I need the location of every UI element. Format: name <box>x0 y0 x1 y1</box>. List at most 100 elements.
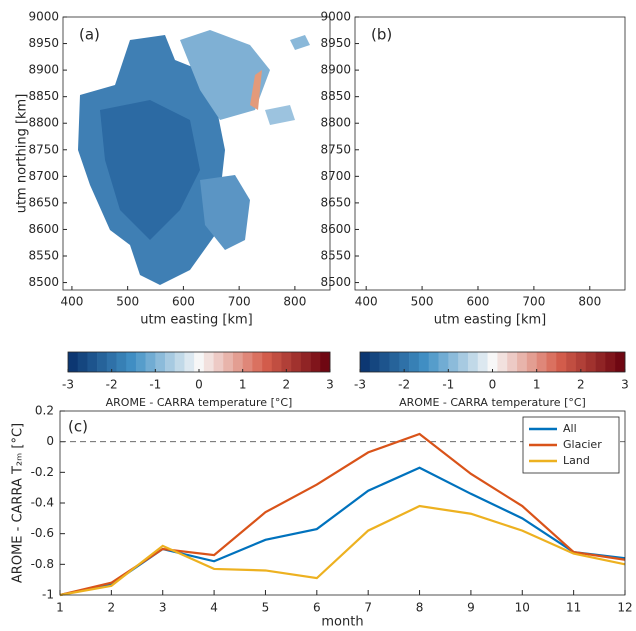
colorbar-swatch <box>409 352 420 372</box>
colorbar-swatch <box>566 352 577 372</box>
axes-frame <box>62 16 331 291</box>
map-a-land <box>78 30 310 285</box>
y-tick-label: 8700 <box>28 169 59 183</box>
y-tick-label: 8600 <box>320 222 351 236</box>
colorbar-swatch <box>291 352 302 372</box>
x-tick-label: 800 <box>283 295 306 309</box>
y-tick-label: 8700 <box>320 169 351 183</box>
colorbar-swatch <box>203 352 214 372</box>
legend-label: Glacier <box>563 438 602 451</box>
y-tick-label: 8650 <box>28 195 59 209</box>
colorbar-tick-label: -1 <box>149 378 161 392</box>
y-tick-label: 8900 <box>28 63 59 77</box>
colorbar-tick-label: 3 <box>326 378 334 392</box>
x-tick-label: 600 <box>172 295 195 309</box>
colorbar-swatch <box>438 352 449 372</box>
colorbar-swatch <box>467 352 479 372</box>
y-tick-label: 8750 <box>28 142 59 156</box>
colorbar-swatch <box>477 352 488 372</box>
colorbar-swatch <box>68 352 79 372</box>
axes-frame <box>354 16 626 291</box>
y-tick-label: 8750 <box>320 142 351 156</box>
colorbar-swatch <box>232 352 243 372</box>
x-tick-label: 8 <box>416 601 424 615</box>
y-tick-label: 8850 <box>28 89 59 103</box>
colorbar-swatch <box>399 352 410 372</box>
y-tick-label: 9000 <box>28 10 59 24</box>
colorbar-tick-label: 0 <box>195 378 203 392</box>
x-tick-label: 700 <box>228 295 251 309</box>
y-axis-label: utm northing [km] <box>15 94 30 214</box>
colorbar-swatch <box>87 352 98 372</box>
x-tick-label: 400 <box>355 295 378 309</box>
colorbar-swatch <box>487 352 498 372</box>
x-tick-label: 4 <box>210 601 218 615</box>
colorbar-swatch <box>507 352 518 372</box>
x-tick-label: 600 <box>467 295 490 309</box>
x-tick-label: 500 <box>116 295 139 309</box>
colorbar-tick-label: 2 <box>577 378 585 392</box>
legend-label: All <box>563 422 577 435</box>
colorbar-swatch <box>536 352 547 372</box>
colorbar-label: AROME - CARRA temperature [°C] <box>106 396 293 409</box>
panel-label: (b) <box>371 26 392 44</box>
colorbar-swatch <box>379 352 390 372</box>
x-axis-label: month <box>321 615 363 628</box>
panel-label: (c) <box>68 418 88 436</box>
y-tick-label: -0.4 <box>31 496 54 510</box>
colorbar-tick-label: 3 <box>621 378 629 392</box>
y-tick-label: 8950 <box>28 36 59 50</box>
x-tick-label: 9 <box>467 601 475 615</box>
colorbar-swatch <box>155 352 166 372</box>
y-tick-label: 8500 <box>28 275 59 289</box>
y-tick-label: -1 <box>42 588 54 602</box>
colorbar-tick-label: 1 <box>239 378 247 392</box>
colorbar-swatch <box>605 352 616 372</box>
y-tick-label: 8550 <box>320 249 351 263</box>
colorbar-swatch <box>448 352 459 372</box>
colorbar-tick-label: 0 <box>489 378 497 392</box>
x-tick-label: 800 <box>578 295 601 309</box>
y-tick-label: 8800 <box>320 116 351 130</box>
x-tick-label: 1 <box>56 601 64 615</box>
y-tick-label: -0.8 <box>31 557 54 571</box>
colorbar-swatch <box>174 352 185 372</box>
y-tick-label: 8550 <box>28 249 59 263</box>
colorbar-tick-label: -2 <box>106 378 118 392</box>
x-tick-label: 400 <box>60 295 83 309</box>
colorbar-tick-label: -2 <box>398 378 410 392</box>
y-tick-label: 8850 <box>320 89 351 103</box>
colorbar-tick-label: 2 <box>283 378 291 392</box>
x-tick-label: 12 <box>617 601 632 615</box>
colorbar-swatch <box>262 352 273 372</box>
series-line <box>59 466 626 597</box>
colorbar-swatch <box>595 352 606 372</box>
y-tick-label: 8900 <box>320 63 351 77</box>
y-axis-label: AROME - CARRA T₂ₘ [°C] <box>11 423 26 583</box>
y-tick-label: 8500 <box>320 275 351 289</box>
colorbar-swatch <box>281 352 292 372</box>
colorbar-swatch <box>360 352 371 372</box>
colorbar-swatch <box>369 352 380 372</box>
x-axis-label: utm easting [km] <box>434 313 547 328</box>
colorbar-swatch <box>145 352 156 372</box>
series-line <box>59 432 626 597</box>
colorbar-tick-label: -3 <box>354 378 366 392</box>
colorbar-tick-label: -1 <box>442 378 454 392</box>
colorbar-swatch <box>615 352 626 372</box>
x-tick-label: 700 <box>522 295 545 309</box>
x-tick-label: 3 <box>159 601 167 615</box>
y-tick-label: -0.2 <box>31 465 54 479</box>
colorbar-swatch <box>77 352 88 372</box>
y-tick-label: 8800 <box>28 116 59 130</box>
x-tick-label: 5 <box>262 601 270 615</box>
colorbar-swatch <box>213 352 224 372</box>
colorbar-swatch <box>116 352 127 372</box>
y-tick-label: 0.2 <box>35 404 54 418</box>
axes-frame <box>59 410 626 596</box>
colorbar-swatch <box>428 352 439 372</box>
x-axis-label: utm easting [km] <box>140 313 253 328</box>
x-tick-label: 11 <box>566 601 581 615</box>
colorbar-swatch <box>271 352 282 372</box>
